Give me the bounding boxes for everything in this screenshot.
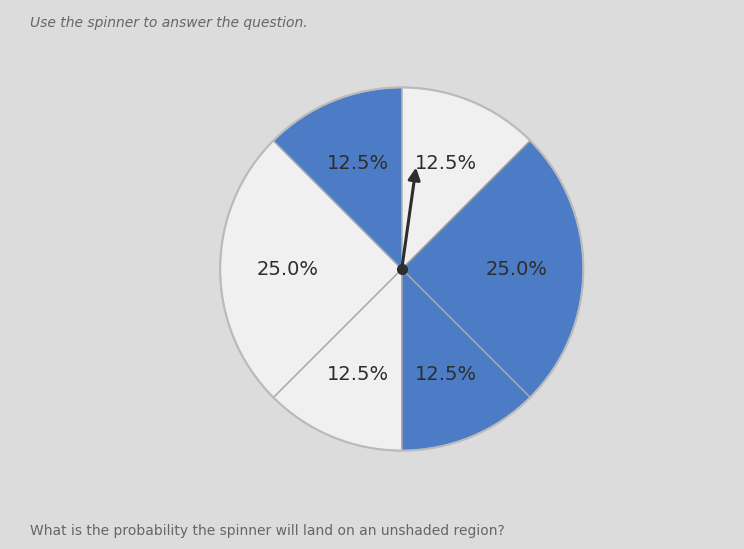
Wedge shape: [273, 87, 402, 269]
Text: What is the probability the spinner will land on an unshaded region?: What is the probability the spinner will…: [30, 524, 504, 538]
Text: 12.5%: 12.5%: [414, 365, 477, 384]
Text: Use the spinner to answer the question.: Use the spinner to answer the question.: [30, 16, 307, 31]
Text: 12.5%: 12.5%: [414, 154, 477, 173]
Text: 25.0%: 25.0%: [485, 260, 547, 278]
Text: 12.5%: 12.5%: [327, 365, 389, 384]
Wedge shape: [220, 141, 402, 397]
Text: 25.0%: 25.0%: [257, 260, 318, 278]
Wedge shape: [273, 269, 402, 451]
Wedge shape: [402, 87, 530, 269]
Text: 12.5%: 12.5%: [327, 154, 389, 173]
Wedge shape: [402, 269, 530, 451]
Wedge shape: [402, 141, 583, 397]
